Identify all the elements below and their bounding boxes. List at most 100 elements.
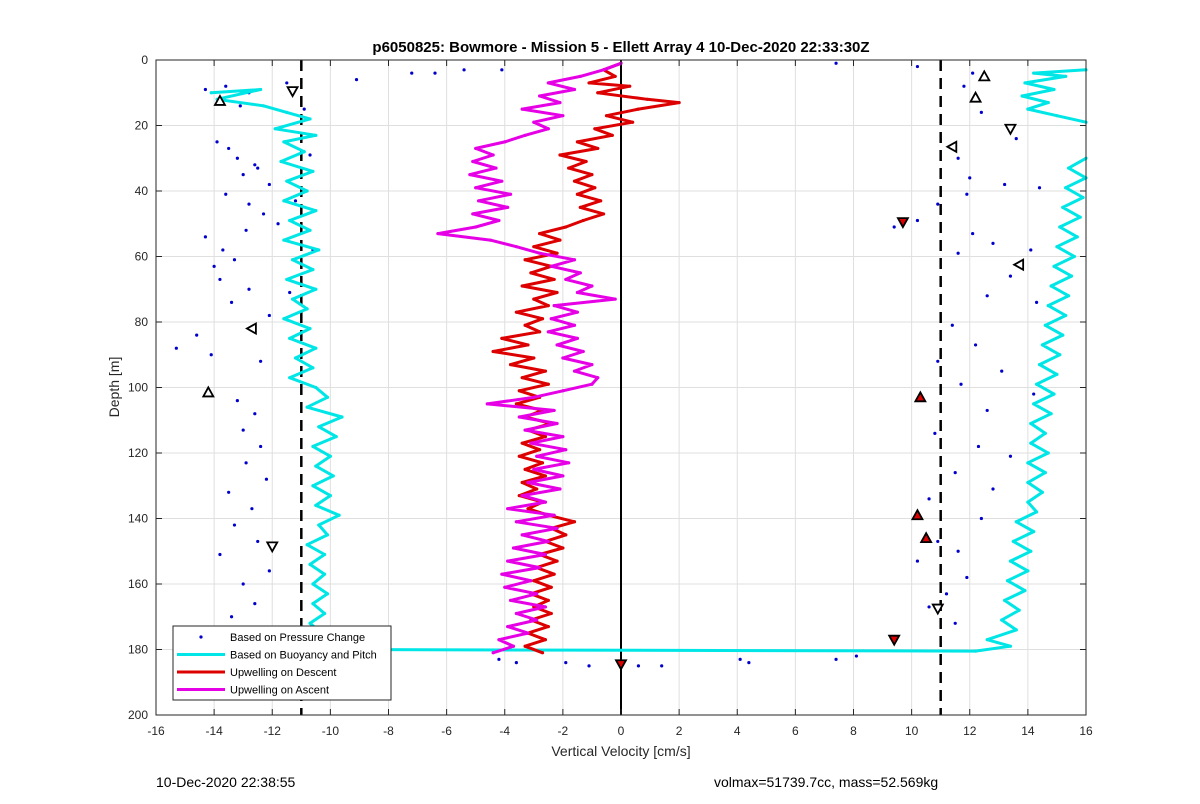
data-point [508, 362, 513, 367]
data-point [1005, 579, 1010, 583]
data-point [593, 127, 597, 131]
data-point [572, 520, 577, 524]
triangle-up-marker [910, 508, 924, 521]
data-point [552, 408, 556, 413]
data-point [561, 356, 565, 360]
pressure-point [1037, 186, 1042, 190]
data-point [328, 454, 332, 458]
data-point [1072, 254, 1076, 259]
pressure-point [229, 300, 234, 304]
data-point [520, 376, 524, 380]
data-point [561, 114, 565, 118]
data-point [546, 330, 550, 334]
pressure-point [933, 431, 937, 435]
y-tick-label: 120 [128, 446, 148, 460]
pressure-point [991, 487, 995, 491]
triangle-down-marker [265, 541, 279, 554]
pressure-point [834, 657, 838, 661]
data-point [285, 277, 289, 282]
data-point [514, 611, 518, 616]
data-point [526, 480, 530, 485]
data-point [572, 323, 577, 327]
triangle-down-marker [1003, 123, 1017, 136]
pressure-point [267, 569, 271, 573]
data-point [517, 389, 521, 393]
data-point [273, 127, 277, 131]
pressure-point [433, 71, 437, 75]
data-point [532, 356, 536, 360]
data-point [590, 284, 594, 288]
legend-box [172, 625, 392, 701]
x-tick-label: 0 [618, 724, 625, 738]
data-point [1055, 114, 1059, 118]
data-point [520, 284, 524, 288]
data-point [601, 212, 606, 216]
pressure-point [232, 523, 237, 527]
pressure-point [1034, 300, 1039, 304]
data-point [1055, 372, 1059, 376]
pressure-point [247, 287, 251, 291]
data-point [1046, 451, 1050, 455]
pressure-point [636, 664, 641, 668]
data-point [631, 120, 635, 124]
pressure-point [253, 602, 257, 606]
data-point [1032, 71, 1036, 75]
pressure-point [261, 212, 266, 216]
pressure-point [215, 140, 219, 144]
pressure-point [985, 294, 989, 298]
y-tick-label: 0 [141, 53, 148, 67]
data-point [555, 343, 559, 347]
pressure-point [227, 146, 231, 151]
pressure-point [256, 539, 260, 544]
triangle-up-marker [977, 69, 991, 82]
data-point [503, 140, 507, 144]
data-point [308, 562, 312, 566]
triangle-up-marker [919, 531, 933, 544]
data-point [540, 317, 545, 321]
data-point [532, 467, 536, 471]
data-point [546, 382, 550, 386]
pressure-point [267, 182, 271, 187]
data-point [546, 539, 550, 544]
data-point [555, 251, 559, 255]
data-point [471, 212, 475, 216]
data-point [613, 74, 617, 78]
x-tick-label: -12 [264, 724, 282, 738]
y-tick-label: 20 [135, 119, 149, 133]
data-point [561, 435, 565, 439]
data-point [305, 543, 309, 547]
data-point [1008, 559, 1013, 563]
data-point [1058, 225, 1062, 229]
data-point [1040, 490, 1045, 494]
y-tick-label: 200 [128, 708, 148, 722]
data-point [322, 572, 327, 576]
x-tick-label: 4 [734, 724, 741, 738]
data-point [285, 179, 289, 183]
pressure-point [936, 359, 940, 363]
pressure-point [276, 222, 280, 226]
data-point [1075, 235, 1079, 239]
data-point [314, 385, 318, 390]
data-point [636, 107, 641, 111]
data-point [282, 317, 286, 321]
data-point [596, 91, 600, 95]
pressure-point [218, 552, 222, 557]
data-point [1008, 644, 1013, 648]
y-axis-label: Depth [m] [106, 357, 122, 418]
data-point [593, 186, 597, 190]
pressure-point [267, 313, 271, 318]
pressure-point [244, 461, 248, 465]
data-point [1066, 166, 1071, 170]
pressure-point [959, 382, 963, 386]
data-point [497, 218, 501, 223]
data-point [314, 503, 318, 507]
data-point [532, 579, 536, 583]
data-point [558, 153, 562, 157]
data-point [506, 559, 510, 563]
data-point [535, 618, 539, 622]
pressure-point [953, 621, 957, 625]
data-point [520, 441, 524, 445]
data-point [474, 225, 478, 229]
data-point [314, 346, 318, 350]
data-point [1066, 294, 1071, 298]
